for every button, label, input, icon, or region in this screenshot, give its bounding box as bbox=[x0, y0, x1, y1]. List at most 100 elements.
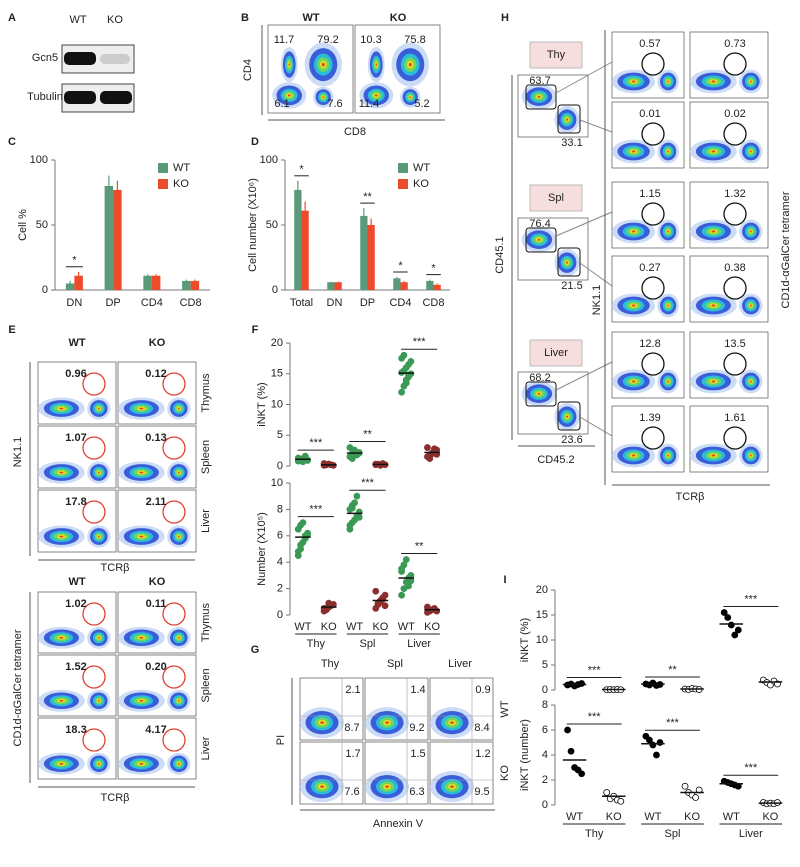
gate-value: 0.12 bbox=[145, 368, 166, 380]
x-tick-label: Total bbox=[290, 297, 313, 309]
y-tick-label: 50 bbox=[266, 219, 278, 231]
flow-density bbox=[59, 471, 64, 474]
bar bbox=[65, 283, 75, 290]
data-point bbox=[426, 455, 434, 463]
x-tick-label: KO bbox=[321, 621, 337, 633]
gate bbox=[557, 104, 581, 134]
arrow bbox=[579, 262, 613, 287]
flow-density bbox=[749, 230, 752, 233]
bar bbox=[360, 215, 368, 290]
gate-circle bbox=[82, 728, 106, 752]
panel-letter: H bbox=[501, 12, 509, 24]
gate-value: 6.3 bbox=[409, 786, 424, 798]
bar bbox=[182, 280, 191, 290]
band bbox=[100, 54, 130, 64]
flow-density bbox=[321, 62, 325, 67]
gate-value: 1.39 bbox=[639, 412, 660, 424]
axis-label: CD45.1 bbox=[494, 236, 506, 273]
x-tick-label: KO bbox=[424, 621, 440, 633]
significance: ** bbox=[363, 191, 372, 203]
flow-density bbox=[177, 762, 180, 765]
y-axis-label: Number (X10⁵) bbox=[256, 512, 268, 586]
row-label: Tubulin bbox=[27, 91, 63, 103]
data-point bbox=[603, 789, 611, 796]
panel-letter: A bbox=[8, 12, 16, 24]
gate-value: 0.57 bbox=[639, 38, 660, 50]
x-tick-label: KO bbox=[606, 811, 622, 823]
data-point bbox=[649, 741, 657, 749]
y-tick-label: 20 bbox=[536, 584, 548, 596]
x-tick-label: WT bbox=[398, 621, 415, 633]
data-point bbox=[653, 751, 660, 759]
flow-density bbox=[374, 94, 378, 97]
flow-density bbox=[97, 407, 100, 410]
flow-density bbox=[537, 392, 541, 395]
legend-swatch bbox=[398, 163, 408, 173]
gate-value: 2.1 bbox=[345, 684, 360, 696]
data-point bbox=[346, 444, 354, 451]
x-tick-label: CD4 bbox=[141, 297, 163, 309]
x-tick-label: DN bbox=[327, 297, 343, 309]
axis-label: CD1d-αGalCer tetramer bbox=[12, 629, 24, 746]
arrow bbox=[579, 416, 613, 437]
y-tick-label: 2 bbox=[542, 774, 548, 786]
gate-value: 0.02 bbox=[724, 108, 745, 120]
bar bbox=[190, 280, 200, 290]
flow-density bbox=[385, 785, 389, 788]
data-point bbox=[731, 631, 739, 639]
x-tick-label: CD8 bbox=[422, 297, 444, 309]
flow-density bbox=[288, 63, 290, 67]
flow-density bbox=[177, 407, 180, 410]
data-point bbox=[424, 444, 431, 451]
data-point bbox=[724, 614, 732, 621]
gate-value: 8.4 bbox=[474, 722, 489, 734]
panel-letter: E bbox=[8, 324, 15, 336]
y-tick-label: 0 bbox=[542, 799, 548, 811]
column-header: KO bbox=[390, 12, 407, 24]
bar bbox=[294, 189, 302, 290]
bar bbox=[367, 225, 375, 290]
flow-density bbox=[631, 304, 636, 307]
gate-value: 12.8 bbox=[639, 338, 660, 350]
gate-value: 0.96 bbox=[65, 368, 86, 380]
flow-density bbox=[59, 535, 64, 538]
gate-value: 1.5 bbox=[410, 748, 425, 760]
flow-density bbox=[59, 762, 64, 765]
x-tick-label: WT bbox=[294, 621, 311, 633]
significance: *** bbox=[744, 593, 758, 605]
y-axis-label: iNKT (number) bbox=[519, 719, 531, 791]
group-label: Spl bbox=[360, 638, 376, 650]
row-label: Gcn5 bbox=[32, 52, 58, 64]
flow-density bbox=[59, 636, 64, 639]
gate-value: 23.6 bbox=[561, 434, 582, 446]
data-point bbox=[398, 388, 406, 396]
bar bbox=[334, 282, 342, 290]
y-axis-label: iNKT (%) bbox=[256, 382, 268, 426]
gate bbox=[525, 84, 557, 110]
flow-density bbox=[385, 721, 389, 724]
gate-circle bbox=[82, 436, 106, 460]
flow-density bbox=[749, 454, 752, 457]
band bbox=[64, 52, 96, 65]
y-tick-label: 10 bbox=[271, 477, 283, 489]
data-point bbox=[617, 797, 625, 805]
flow-density bbox=[139, 535, 144, 538]
axis-label: CD45.2 bbox=[537, 454, 574, 466]
y-tick-label: 10 bbox=[536, 634, 548, 646]
row-label: WT bbox=[499, 700, 511, 717]
bar bbox=[113, 189, 122, 290]
gate-value: 1.02 bbox=[65, 598, 86, 610]
data-point bbox=[407, 358, 415, 365]
flow-density bbox=[749, 380, 752, 383]
gate-value: 9.5 bbox=[474, 786, 489, 798]
flow-density bbox=[97, 762, 100, 765]
gate-value: 4.17 bbox=[145, 724, 166, 736]
band bbox=[100, 91, 132, 104]
significance: ** bbox=[668, 664, 677, 676]
column-header: KO bbox=[149, 576, 166, 588]
flow-density bbox=[97, 471, 100, 474]
gate-value: 1.2 bbox=[475, 748, 490, 760]
gate-circle bbox=[641, 352, 665, 376]
flow-density bbox=[139, 699, 144, 702]
bar bbox=[327, 282, 335, 290]
